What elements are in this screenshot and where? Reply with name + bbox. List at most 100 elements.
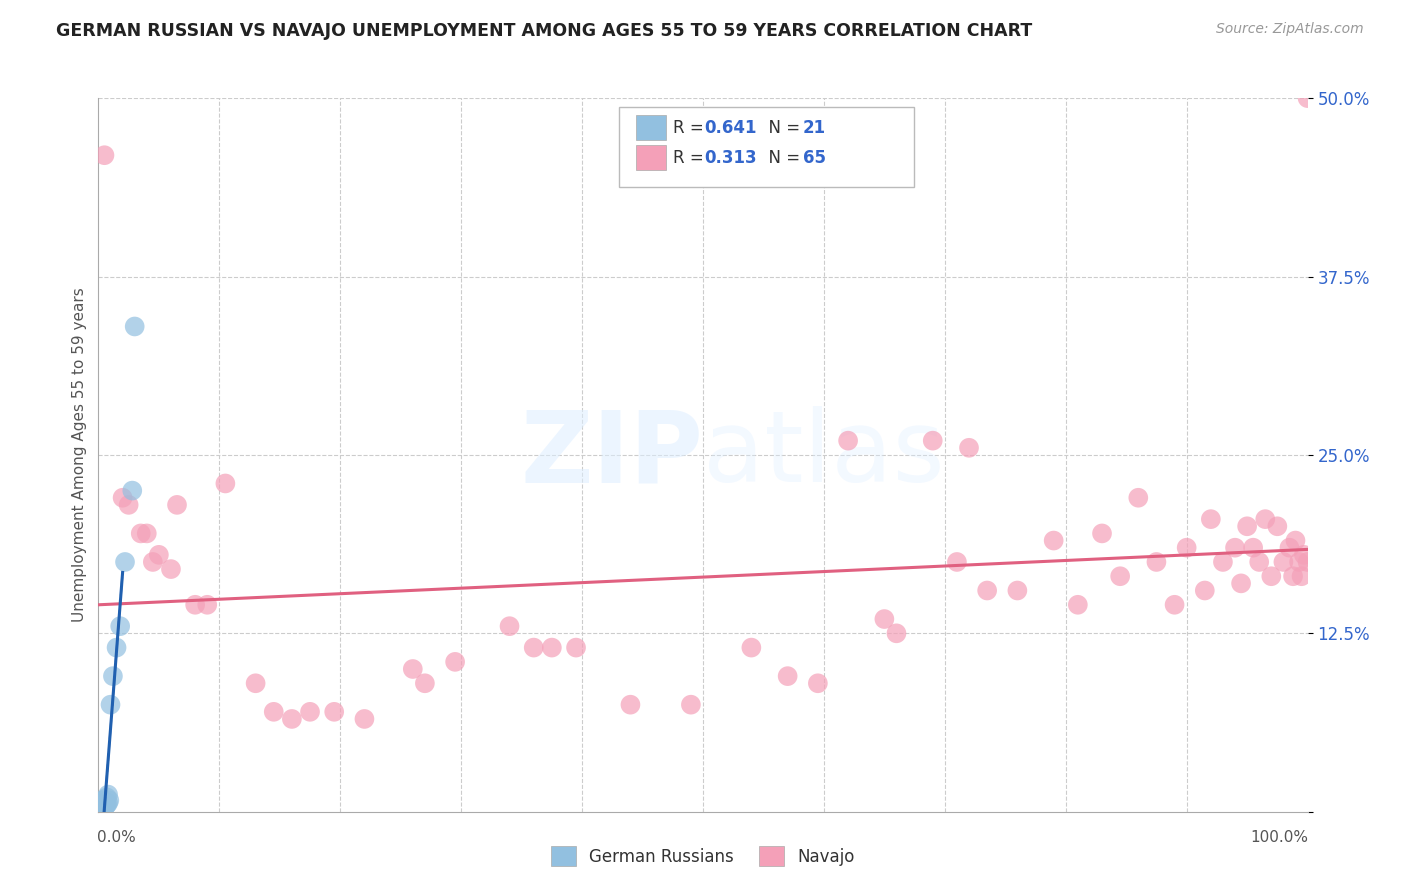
- Point: [93, 800, 115, 814]
- Point: [101, 669, 124, 683]
- Point: [94, 795, 117, 809]
- Point: [1296, 555, 1319, 569]
- Point: [402, 662, 425, 676]
- Point: [108, 619, 131, 633]
- Point: [540, 640, 562, 655]
- Point: [1109, 569, 1132, 583]
- Point: [1282, 569, 1305, 583]
- Text: N =: N =: [758, 119, 806, 136]
- Text: R =: R =: [673, 149, 710, 167]
- Point: [1128, 491, 1150, 505]
- Point: [1296, 91, 1319, 105]
- Point: [121, 483, 143, 498]
- Point: [91, 800, 114, 814]
- Point: [91, 797, 114, 812]
- Point: [946, 555, 969, 569]
- Point: [619, 698, 641, 712]
- Point: [160, 562, 183, 576]
- Point: [111, 491, 134, 505]
- Point: [1007, 583, 1029, 598]
- Point: [1175, 541, 1198, 555]
- Point: [1260, 569, 1282, 583]
- Point: [94, 799, 117, 814]
- Point: [96, 790, 118, 805]
- Point: [1265, 519, 1288, 533]
- Point: [921, 434, 943, 448]
- Point: [1194, 583, 1216, 598]
- Point: [523, 640, 546, 655]
- Text: 0.313: 0.313: [704, 149, 756, 167]
- Point: [413, 676, 436, 690]
- Point: [98, 793, 121, 807]
- Point: [498, 619, 520, 633]
- Point: [1163, 598, 1185, 612]
- Point: [886, 626, 908, 640]
- Point: [118, 498, 141, 512]
- Text: atlas: atlas: [703, 407, 945, 503]
- Point: [1067, 598, 1090, 612]
- Point: [1230, 576, 1253, 591]
- Point: [195, 598, 218, 612]
- Point: [142, 555, 165, 569]
- Text: Source: ZipAtlas.com: Source: ZipAtlas.com: [1216, 22, 1364, 37]
- Point: [1223, 541, 1246, 555]
- Point: [96, 797, 118, 812]
- Point: [298, 705, 321, 719]
- Point: [1249, 555, 1271, 569]
- Point: [114, 555, 136, 569]
- Text: 21: 21: [803, 119, 825, 136]
- Point: [97, 796, 120, 810]
- Point: [105, 640, 128, 655]
- Point: [1042, 533, 1064, 548]
- Point: [91, 793, 114, 807]
- Point: [245, 676, 267, 690]
- Point: [184, 598, 207, 612]
- Point: [148, 548, 170, 562]
- Point: [135, 526, 157, 541]
- Point: [100, 698, 122, 712]
- Point: [1284, 533, 1306, 548]
- Point: [93, 796, 115, 810]
- Point: [444, 655, 467, 669]
- Point: [1241, 541, 1264, 555]
- Point: [873, 612, 896, 626]
- Point: [679, 698, 702, 712]
- Point: [1091, 526, 1114, 541]
- Text: 65: 65: [803, 149, 825, 167]
- Point: [740, 640, 762, 655]
- Point: [1236, 519, 1258, 533]
- Text: N =: N =: [758, 149, 806, 167]
- Point: [97, 788, 120, 802]
- Point: [166, 498, 188, 512]
- Point: [1254, 512, 1277, 526]
- Point: [91, 802, 114, 816]
- Point: [1292, 548, 1315, 562]
- Point: [776, 669, 799, 683]
- Legend: German Russians, Navajo: German Russians, Navajo: [543, 838, 863, 875]
- Point: [281, 712, 304, 726]
- Point: [263, 705, 285, 719]
- Point: [214, 476, 236, 491]
- Point: [129, 526, 152, 541]
- Point: [90, 797, 112, 812]
- Point: [1212, 555, 1234, 569]
- Point: [353, 712, 375, 726]
- Point: [807, 676, 830, 690]
- Text: ZIP: ZIP: [520, 407, 703, 503]
- Point: [837, 434, 859, 448]
- Point: [1272, 555, 1295, 569]
- Point: [1288, 555, 1310, 569]
- Point: [323, 705, 346, 719]
- Y-axis label: Unemployment Among Ages 55 to 59 years: Unemployment Among Ages 55 to 59 years: [72, 287, 87, 623]
- Text: R =: R =: [673, 119, 710, 136]
- Point: [124, 319, 146, 334]
- Text: 0.0%: 0.0%: [97, 830, 136, 845]
- Point: [1278, 541, 1301, 555]
- Point: [93, 148, 115, 162]
- Text: 100.0%: 100.0%: [1251, 830, 1309, 845]
- Text: GERMAN RUSSIAN VS NAVAJO UNEMPLOYMENT AMONG AGES 55 TO 59 YEARS CORRELATION CHAR: GERMAN RUSSIAN VS NAVAJO UNEMPLOYMENT AM…: [56, 22, 1032, 40]
- Text: 0.641: 0.641: [704, 119, 756, 136]
- Point: [565, 640, 588, 655]
- Point: [957, 441, 980, 455]
- Point: [1199, 512, 1222, 526]
